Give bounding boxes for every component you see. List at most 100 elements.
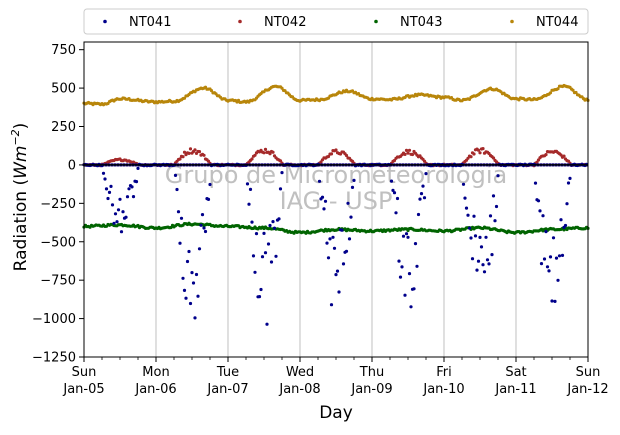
data-point bbox=[178, 157, 182, 161]
data-point bbox=[253, 153, 257, 157]
data-point bbox=[247, 202, 251, 206]
data-point bbox=[184, 296, 188, 300]
data-point bbox=[470, 257, 475, 261]
grid bbox=[155, 42, 517, 357]
data-point bbox=[197, 247, 202, 251]
data-point bbox=[119, 230, 124, 234]
data-point bbox=[394, 211, 398, 215]
data-point bbox=[199, 223, 203, 227]
data-point bbox=[481, 263, 485, 267]
x-tick-label: Jan-12 bbox=[566, 382, 608, 397]
x-tick-label: Jan-07 bbox=[206, 382, 248, 397]
data-point bbox=[190, 271, 194, 275]
data-point bbox=[271, 150, 275, 154]
data-point bbox=[271, 220, 275, 224]
data-point bbox=[340, 228, 344, 232]
y-tick-label: 750 bbox=[51, 43, 76, 58]
data-point bbox=[560, 253, 565, 257]
data-point bbox=[130, 185, 134, 189]
data-point bbox=[263, 251, 268, 255]
series-NT043 bbox=[82, 221, 590, 235]
data-point bbox=[554, 256, 559, 260]
data-point bbox=[328, 237, 332, 241]
x-tick-weekday: Thu bbox=[359, 365, 384, 380]
x-tick-label: Jan-09 bbox=[350, 382, 392, 397]
data-point bbox=[557, 254, 562, 258]
legend-box bbox=[83, 8, 589, 35]
data-point bbox=[556, 87, 560, 91]
data-point bbox=[344, 249, 349, 253]
legend-item-NT044: NT044 bbox=[510, 15, 578, 30]
y-axis-label: Radiation (Wm−2) bbox=[9, 123, 31, 272]
data-point bbox=[257, 295, 262, 299]
data-point bbox=[268, 223, 272, 228]
data-point bbox=[545, 265, 550, 269]
data-point bbox=[337, 290, 341, 294]
y-tick-label: −1000 bbox=[32, 312, 76, 327]
data-point bbox=[350, 185, 355, 189]
data-point bbox=[334, 148, 338, 152]
data-point bbox=[260, 255, 265, 259]
data-point bbox=[347, 237, 352, 241]
data-point bbox=[494, 204, 499, 209]
data-point bbox=[182, 150, 187, 154]
data-point bbox=[187, 151, 191, 155]
data-point bbox=[547, 269, 551, 273]
data-point bbox=[548, 91, 553, 95]
data-point bbox=[410, 152, 415, 157]
data-point bbox=[469, 155, 473, 159]
legend-marker bbox=[510, 19, 514, 24]
data-point bbox=[541, 214, 545, 218]
data-point bbox=[202, 226, 206, 230]
data-point bbox=[332, 246, 337, 250]
data-point bbox=[334, 273, 338, 277]
data-point bbox=[278, 187, 283, 191]
data-point bbox=[424, 172, 428, 176]
legend-label: NT041 bbox=[129, 15, 171, 30]
legend-item-NT041: NT041 bbox=[103, 15, 171, 30]
data-point bbox=[326, 154, 331, 159]
data-point bbox=[178, 241, 182, 245]
data-point bbox=[398, 275, 403, 279]
data-point bbox=[404, 232, 409, 236]
legend-marker bbox=[238, 19, 242, 24]
data-point bbox=[103, 177, 107, 181]
watermark-line-2: IAG - USP bbox=[280, 187, 393, 215]
data-point bbox=[485, 258, 490, 262]
data-point bbox=[106, 196, 110, 201]
data-point bbox=[415, 264, 419, 268]
data-point bbox=[179, 216, 184, 220]
data-point bbox=[250, 157, 254, 161]
data-point bbox=[127, 187, 131, 191]
data-point bbox=[101, 171, 106, 175]
data-point bbox=[478, 151, 482, 155]
x-tick-weekday: Tue bbox=[216, 365, 239, 380]
y-axis-ticks: 750 500 250 0 −250 −500 −750 −1000 −1250 bbox=[32, 43, 84, 366]
data-point bbox=[113, 212, 118, 216]
data-point bbox=[421, 184, 425, 188]
y-tick-label: −500 bbox=[40, 235, 76, 250]
data-point bbox=[481, 147, 485, 151]
data-point bbox=[110, 203, 115, 207]
data-point bbox=[403, 152, 407, 156]
data-point bbox=[571, 88, 575, 92]
data-point bbox=[491, 194, 496, 198]
legend-label: NT043 bbox=[400, 15, 442, 30]
data-point bbox=[479, 245, 484, 249]
data-point bbox=[109, 184, 113, 188]
data-point bbox=[407, 148, 412, 152]
x-tick-weekday: Fri bbox=[436, 365, 452, 380]
data-point bbox=[323, 199, 328, 203]
data-point bbox=[317, 179, 322, 183]
data-point bbox=[326, 256, 331, 260]
data-point bbox=[464, 206, 469, 210]
data-point bbox=[259, 287, 263, 292]
data-point bbox=[401, 234, 406, 238]
y-tick-label: 500 bbox=[51, 82, 76, 97]
data-point bbox=[181, 155, 185, 159]
legend-marker bbox=[374, 19, 378, 24]
data-point bbox=[125, 195, 130, 199]
data-point bbox=[484, 235, 488, 239]
y-axis-label-main: Radiation ( bbox=[11, 179, 31, 271]
